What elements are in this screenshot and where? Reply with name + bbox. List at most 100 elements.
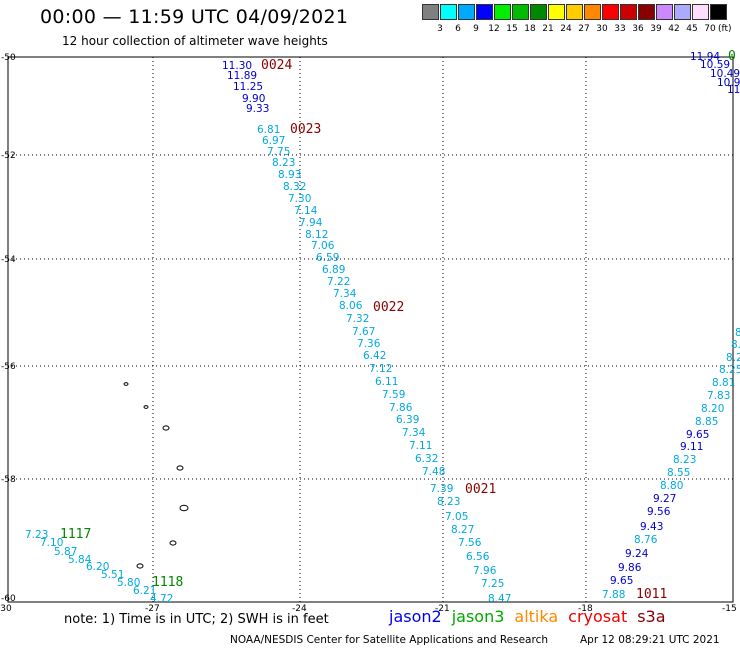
latitude-label: -52: [1, 151, 16, 161]
legend-swatch: [656, 4, 673, 20]
wave-height-value: 5.80: [117, 577, 140, 589]
legend-swatch: [674, 4, 691, 20]
latitude-label: -50: [1, 53, 16, 63]
wave-height-value: 7.59: [382, 389, 405, 401]
wave-height-value: 9.65: [686, 429, 709, 441]
legend-swatch: [458, 4, 475, 20]
wave-height-value: 5.87: [54, 546, 77, 558]
wave-height-value: 7.25: [481, 578, 504, 590]
legend-swatch: [494, 4, 511, 20]
wave-height-value: 7.34: [402, 427, 426, 439]
wave-height-value: 8.55: [667, 467, 690, 479]
island-outline: [143, 405, 149, 409]
latitude-label: -60: [1, 594, 16, 604]
wave-height-value: 10.59: [700, 59, 730, 71]
pass-time-label: 1011: [636, 587, 667, 602]
wave-height-value: 9.65: [610, 575, 633, 587]
legend-swatch: [530, 4, 547, 20]
legend-label: 70: [704, 24, 716, 34]
wave-height-value: 8.81: [712, 377, 735, 389]
wave-height-value: 10.9: [717, 77, 740, 89]
legend-label: 12: [488, 24, 500, 34]
wave-height-value: 7.32: [346, 313, 369, 325]
wave-height-value: 7.34: [333, 288, 357, 300]
wave-height-value: 4.72: [150, 593, 173, 605]
legend-swatch: [422, 4, 439, 20]
wave-height-value: 8.20: [701, 403, 724, 415]
wave-height-value: 7.96: [473, 565, 497, 577]
pass-time-label: 0024: [261, 58, 292, 73]
island-outline: [169, 540, 177, 546]
units-note: note: 1) Time is in UTC; 2) SWH is in fe…: [64, 612, 329, 627]
legend-unit: (ft): [718, 24, 732, 34]
wave-height-value: 6.39: [396, 414, 419, 426]
wave-height-value: 8.47: [488, 593, 511, 605]
legend-label: 6: [455, 24, 461, 34]
wave-height-value: 7.67: [352, 326, 375, 338]
wave-height-value: 9.90: [242, 93, 265, 105]
wave-height-value: 9.24: [625, 548, 649, 560]
legend-label: 21: [542, 24, 554, 34]
wave-height-value: 9.43: [640, 521, 663, 533]
wave-height-value: 8.12: [305, 229, 328, 241]
wave-height-value: 6.59: [316, 252, 339, 264]
legend-label: 39: [650, 24, 662, 34]
wave-height-value: 7.39: [430, 483, 453, 495]
legend-label: 30: [596, 24, 608, 34]
legend-swatch: [710, 4, 727, 20]
wave-height-value: 8.23: [437, 496, 460, 508]
wave-height-value: 7.86: [389, 402, 413, 414]
wave-height-value: 7.88: [602, 589, 625, 601]
wave-height-value: 9.56: [647, 506, 671, 518]
legend-label: 3: [437, 24, 443, 34]
satellite-legend: jason2 jason3 altika cryosat s3a: [389, 607, 676, 626]
wave-height-value: 7.14: [294, 205, 318, 217]
wave-height-value: 7.30: [288, 193, 311, 205]
wave-height-value: 9.86: [618, 562, 642, 574]
legend-swatch: [620, 4, 637, 20]
satellite-s3a: s3a: [637, 607, 666, 626]
legend-swatch: [440, 4, 457, 20]
latitude-label: -58: [1, 475, 16, 485]
source-credit: NOAA/NESDIS Center for Satellite Applica…: [230, 634, 548, 646]
wave-height-value: 7.10: [40, 537, 63, 549]
wave-height-value: 5.51: [101, 569, 124, 581]
wave-height-value: 7.56: [458, 537, 482, 549]
wave-height-value: 11.94: [690, 51, 720, 63]
wave-height-value: 8.23: [272, 157, 295, 169]
map-title: 00:00 — 11:59 UTC 04/09/2021: [40, 6, 349, 28]
wave-height-value: 7.11: [409, 440, 432, 452]
wave-height-value: 7.22: [327, 276, 350, 288]
island-outline: [136, 563, 144, 569]
legend-swatch: [476, 4, 493, 20]
wave-height-value: 7.36: [357, 338, 381, 350]
wave-height-value: 8.: [731, 339, 740, 351]
satellite-altika: altika: [514, 607, 559, 626]
legend-swatch: [584, 4, 601, 20]
wave-height-value: 8.2: [726, 352, 740, 364]
wave-height-value: 8.85: [695, 416, 718, 428]
pass-time-label: 0: [728, 49, 736, 64]
wave-height-value: 5.84: [68, 554, 92, 566]
wave-height-value: 9.33: [246, 103, 269, 115]
wave-height-value: 8.27: [451, 524, 474, 536]
island-outline: [162, 425, 170, 431]
wave-height-value: 6.21: [133, 585, 156, 597]
map-frame: [7, 56, 734, 603]
wave-height-value: 7.75: [267, 146, 290, 158]
legend-label: 45: [686, 24, 698, 34]
wave-height-value: 8.: [735, 327, 740, 339]
satellite-cryosat: cryosat: [568, 607, 628, 626]
wave-height-value: 11.25: [233, 81, 263, 93]
island-outline: [123, 382, 129, 386]
wave-height-value: 6.56: [466, 551, 490, 563]
wave-height-value: 8.23: [673, 454, 696, 466]
wave-height-value: 7.94: [299, 217, 323, 229]
wave-height-value: 8.32: [283, 181, 306, 193]
longitude-label: -21: [435, 604, 450, 614]
wave-height-value: 11: [727, 84, 740, 96]
pass-time-label: 0021: [465, 482, 496, 497]
wave-height-value: 6.42: [363, 350, 386, 362]
island-outline: [179, 504, 189, 512]
wave-height-value: 8.06: [339, 300, 363, 312]
